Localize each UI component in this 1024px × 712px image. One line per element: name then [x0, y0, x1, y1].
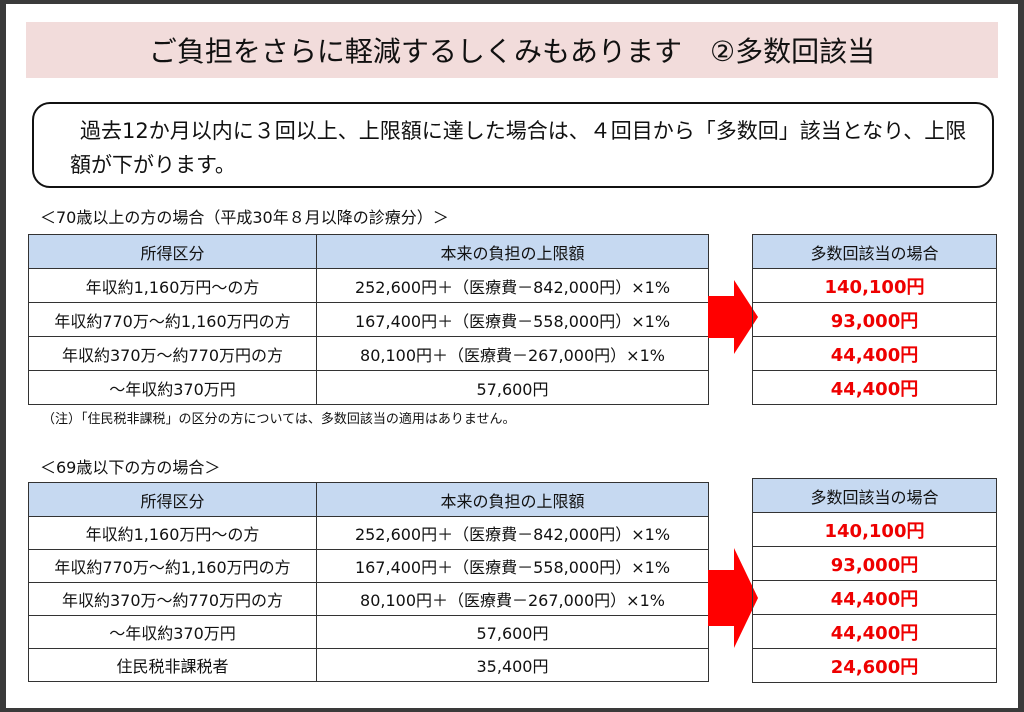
- section2-result-table: 多数回該当の場合 140,100円 93,000円 44,400円 44,400…: [752, 478, 997, 683]
- page-title: ご負担をさらに軽減するしくみもあります ②多数回該当: [26, 22, 998, 78]
- result-cell: 44,400円: [752, 336, 997, 371]
- income-class-cell: 年収約370万～約770万円の方: [28, 582, 317, 616]
- income-class-cell: 年収約1,160万円～の方: [28, 516, 317, 550]
- header-income-class: 所得区分: [28, 482, 317, 517]
- table-row: 年収約370万～約770万円の方 80,100円＋（医療費－267,000円）×…: [28, 336, 709, 371]
- header-limit: 本来の負担の上限額: [316, 482, 709, 517]
- section1-table: 所得区分 本来の負担の上限額 年収約1,160万円～の方 252,600円＋（医…: [28, 234, 709, 405]
- table-header-row: 所得区分 本来の負担の上限額: [28, 482, 709, 517]
- limit-cell: 80,100円＋（医療費－267,000円）×1%: [316, 336, 709, 371]
- table-row: ～年収約370万円 57,600円: [28, 615, 709, 649]
- table-row: 年収約1,160万円～の方 252,600円＋（医療費－842,000円）×1%: [28, 268, 709, 303]
- table-row: 年収約1,160万円～の方 252,600円＋（医療費－842,000円）×1%: [28, 516, 709, 550]
- limit-cell: 35,400円: [316, 648, 709, 682]
- result-cell: 140,100円: [752, 268, 997, 303]
- limit-cell: 252,600円＋（医療費－842,000円）×1%: [316, 516, 709, 550]
- limit-cell: 252,600円＋（医療費－842,000円）×1%: [316, 268, 709, 303]
- header-limit: 本来の負担の上限額: [316, 234, 709, 269]
- table-row: 年収約770万～約1,160万円の方 167,400円＋（医療費－558,000…: [28, 549, 709, 583]
- result-header: 多数回該当の場合: [752, 234, 997, 269]
- section1-caption: ＜70歳以上の方の場合（平成30年８月以降の診療分）＞: [40, 208, 449, 227]
- result-cell: 24,600円: [752, 648, 997, 683]
- limit-cell: 57,600円: [316, 615, 709, 649]
- income-class-cell: 年収約770万～約1,160万円の方: [28, 302, 317, 337]
- income-class-cell: ～年収約370万円: [28, 370, 317, 405]
- table-row: 年収約770万～約1,160万円の方 167,400円＋（医療費－558,000…: [28, 302, 709, 337]
- right-arrow-icon: [708, 280, 758, 354]
- table-row: 住民税非課税者 35,400円: [28, 648, 709, 682]
- result-cell: 44,400円: [752, 580, 997, 615]
- result-cell: 93,000円: [752, 546, 997, 581]
- table-row: 年収約370万～約770万円の方 80,100円＋（医療費－267,000円）×…: [28, 582, 709, 616]
- table-row: ～年収約370万円 57,600円: [28, 370, 709, 405]
- result-cell: 44,400円: [752, 614, 997, 649]
- result-cell: 44,400円: [752, 370, 997, 405]
- page-title-text: ご負担をさらに軽減するしくみもあります ②多数回該当: [148, 35, 876, 68]
- result-cell: 93,000円: [752, 302, 997, 337]
- income-class-cell: 年収約770万～約1,160万円の方: [28, 549, 317, 583]
- section1-note: （注）「住民税非課税」の区分の方については、多数回該当の適用はありません。: [42, 412, 516, 427]
- income-class-cell: 年収約370万～約770万円の方: [28, 336, 317, 371]
- callout-box: 過去12か月以内に３回以上、上限額に達した場合は、４回目から「多数回」該当となり…: [32, 102, 994, 188]
- result-cell: 140,100円: [752, 512, 997, 547]
- limit-cell: 57,600円: [316, 370, 709, 405]
- right-arrow-icon: [708, 548, 758, 648]
- income-class-cell: 年収約1,160万円～の方: [28, 268, 317, 303]
- limit-cell: 167,400円＋（医療費－558,000円）×1%: [316, 302, 709, 337]
- section2-caption: ＜69歳以下の方の場合＞: [40, 458, 221, 477]
- section2-table: 所得区分 本来の負担の上限額 年収約1,160万円～の方 252,600円＋（医…: [28, 482, 709, 682]
- result-header: 多数回該当の場合: [752, 478, 997, 513]
- income-class-cell: ～年収約370万円: [28, 615, 317, 649]
- limit-cell: 80,100円＋（医療費－267,000円）×1%: [316, 582, 709, 616]
- slide: ご負担をさらに軽減するしくみもあります ②多数回該当 過去12か月以内に３回以上…: [6, 4, 1018, 708]
- section1-result-table: 多数回該当の場合 140,100円 93,000円 44,400円 44,400…: [752, 234, 997, 405]
- income-class-cell: 住民税非課税者: [28, 648, 317, 682]
- header-income-class: 所得区分: [28, 234, 317, 269]
- table-header-row: 所得区分 本来の負担の上限額: [28, 234, 709, 269]
- callout-text: 過去12か月以内に３回以上、上限額に達した場合は、４回目から「多数回」該当となり…: [70, 119, 967, 177]
- limit-cell: 167,400円＋（医療費－558,000円）×1%: [316, 549, 709, 583]
